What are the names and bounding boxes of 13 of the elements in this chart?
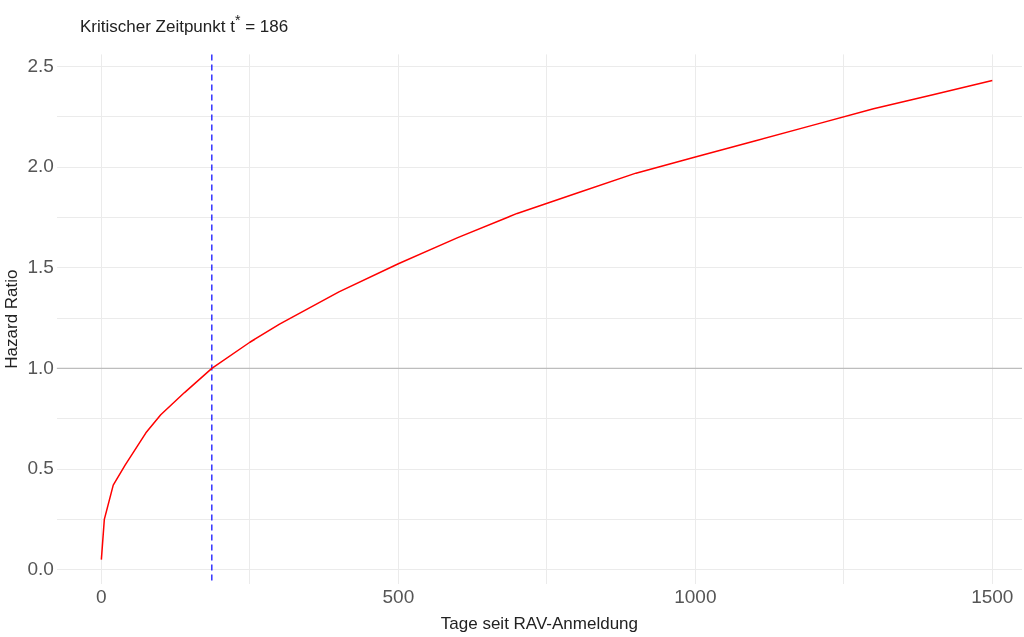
y-tick-label: 1.0 <box>27 356 54 378</box>
y-axis-title: Hazard Ratio <box>1 269 21 369</box>
x-tick-label: 0 <box>96 586 107 608</box>
x-tick-label: 1500 <box>971 586 1014 608</box>
x-tick-label: 1000 <box>674 586 717 608</box>
x-axis-title: Tage seit RAV-Anmeldung <box>440 614 638 634</box>
y-tick-label: 2.0 <box>27 155 54 177</box>
y-tick-label: 0.5 <box>27 457 54 479</box>
x-tick-label: 500 <box>382 586 415 608</box>
chart-title: Kritischer Zeitpunkt t$^{*}$ = 186 <box>80 12 289 37</box>
y-tick-label: 0.0 <box>27 557 54 579</box>
y-tick-label: 2.5 <box>27 54 54 76</box>
y-tick-label: 1.5 <box>27 256 54 277</box>
